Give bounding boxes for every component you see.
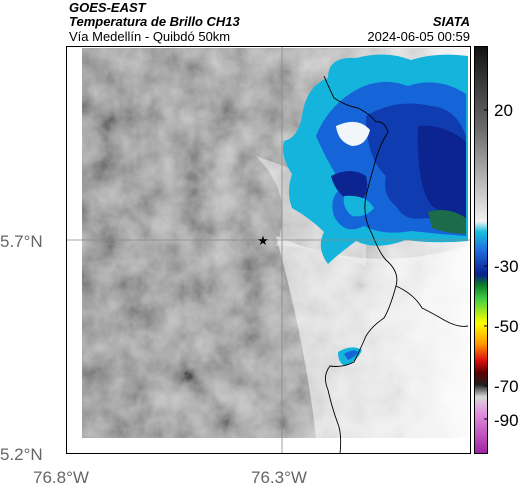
colorbar-tick-neg30: -30 — [494, 257, 519, 276]
lat-tick-5.2: 5.2°N — [0, 445, 43, 464]
satellite-title: GOES-EAST — [69, 0, 146, 15]
boundary-lines — [323, 75, 469, 454]
product-title: Temperatura de Brillo CH13 — [69, 14, 240, 29]
cold-cloud-region — [283, 54, 468, 366]
colorbar-tick-neg50: -50 — [494, 317, 519, 336]
map-border — [66, 46, 471, 454]
lat-tick-5.7: 5.7°N — [0, 232, 43, 251]
colorbar-tick-neg70: -70 — [494, 377, 519, 396]
org-label: SIATA — [432, 14, 470, 29]
lon-tick-76.8: 76.8°W — [33, 468, 89, 487]
lon-tick-76.3: 76.3°W — [251, 468, 307, 487]
colorbar-tick-20: 20 — [494, 101, 513, 120]
colorbar — [474, 46, 488, 454]
colorbar-tick-neg90: -90 — [494, 411, 519, 430]
reference-point-marker: ★ — [257, 234, 269, 249]
gridlines — [66, 46, 471, 454]
satellite-map: ★ — [66, 46, 471, 454]
route-subtitle: Vía Medellín - Quibdó 50km — [69, 29, 231, 44]
datetime-label: 2024-06-05 00:59 — [367, 29, 470, 44]
